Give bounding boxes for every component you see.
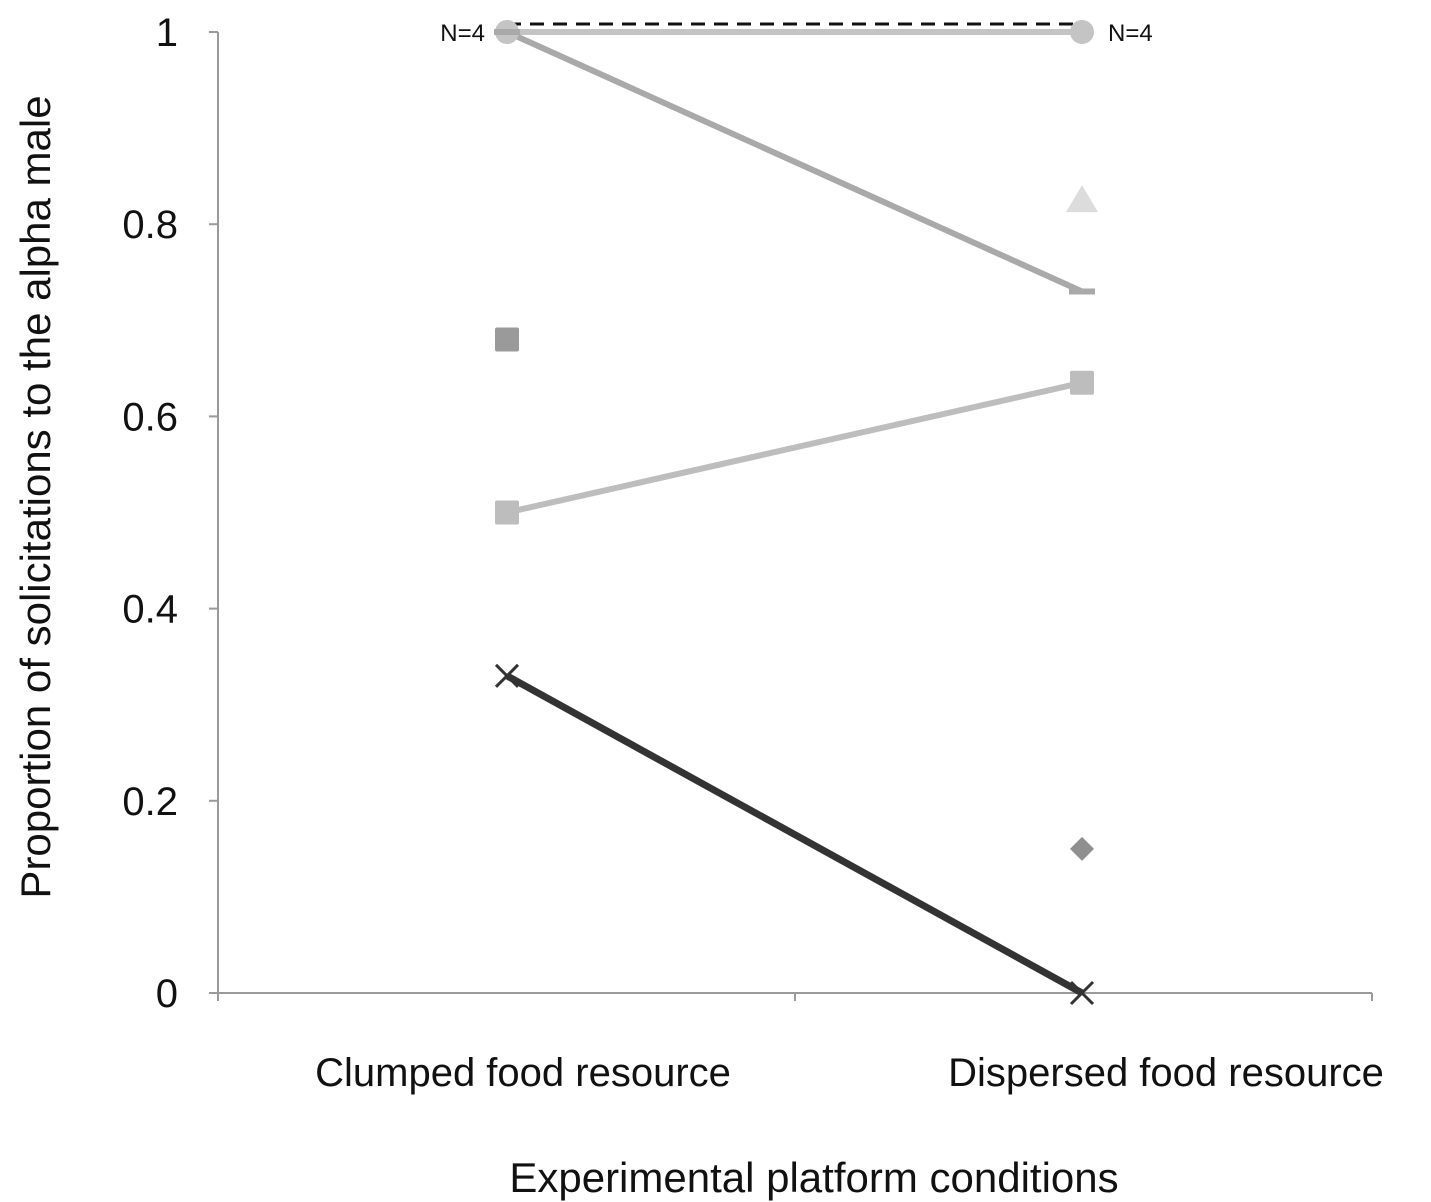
series-line <box>505 29 1084 295</box>
y-tick-label: 0.6 <box>122 395 178 439</box>
y-tick-label: 0.2 <box>122 780 178 824</box>
y-tick-label: 1 <box>156 11 178 55</box>
y-tick-label: 0 <box>156 972 178 1016</box>
x-axis-title: Experimental platform conditions <box>509 1154 1118 1201</box>
y-tick-label: 0.4 <box>122 588 178 632</box>
sample-size-label: N=4 <box>1108 20 1153 47</box>
circle-marker <box>1070 20 1094 44</box>
y-tick-label: 0.8 <box>122 203 178 247</box>
x-marker-stroke <box>494 663 520 688</box>
dash-marker <box>1069 288 1095 295</box>
dash-marker <box>494 29 520 35</box>
square-marker <box>1070 370 1094 395</box>
square-marker <box>495 327 519 352</box>
series-line <box>506 379 1083 516</box>
x-tick-label: Clumped food resource <box>315 1051 731 1095</box>
square-marker <box>495 500 519 525</box>
y-axis-title: Proportion of solicitations to the alpha… <box>12 95 59 898</box>
x-marker <box>1069 980 1095 1006</box>
chart-marks: N=4 N=4 <box>440 20 1153 1006</box>
triangle-marker <box>1066 185 1098 213</box>
axes: 0 0.2 0.4 0.6 0.8 1 Clumped food resource Dispe… <box>122 11 1384 1095</box>
sample-size-label: N=4 <box>440 20 485 47</box>
x-marker-stroke <box>1069 980 1095 1006</box>
x-tick-label: Dispersed food resource <box>948 1051 1384 1095</box>
diamond-marker <box>1070 836 1094 861</box>
x-marker <box>494 663 520 688</box>
series-line <box>505 672 1084 997</box>
